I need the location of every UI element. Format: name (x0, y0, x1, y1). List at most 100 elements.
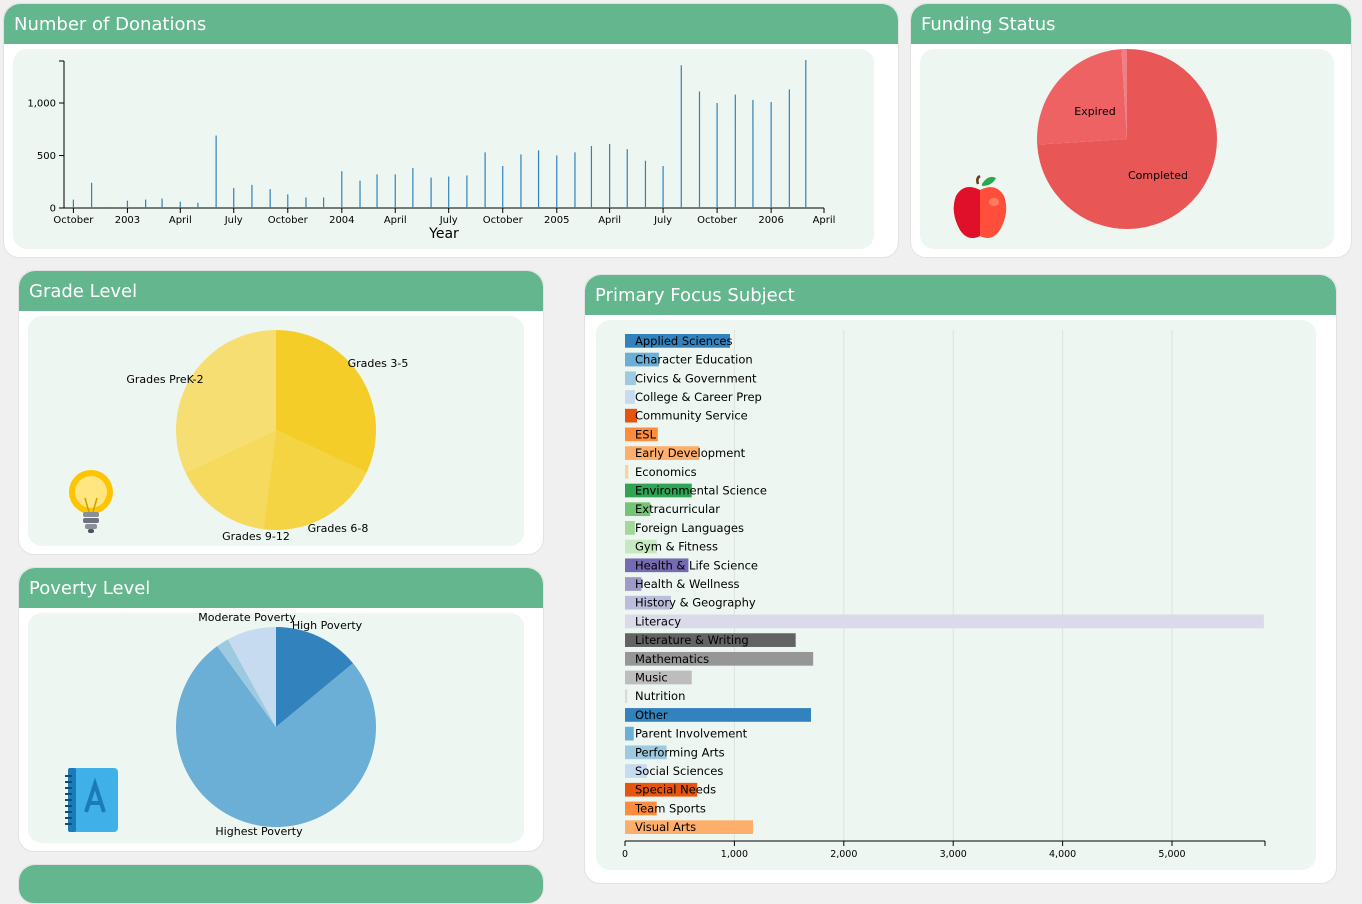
y-tick-label: 500 (37, 151, 56, 162)
x-tick-label: April (384, 215, 407, 226)
bottom-panel-partial (18, 864, 544, 904)
subject-bar-label: Other (635, 708, 668, 722)
subject-bar-label: History & Geography (635, 596, 756, 610)
x-tick-label: 2003 (115, 215, 140, 226)
subject-bar-label: Applied Sciences (635, 334, 732, 348)
subject-bar (625, 651, 814, 666)
x-tick-label: October (53, 215, 94, 226)
pie-label: Highest Poverty (215, 825, 303, 838)
subject-bar-label: Extracurricular (635, 502, 720, 516)
subject-bar-chart: 0 1,000 2,000 3,000 4,000 5,000 Applied Scienc… (622, 330, 1266, 860)
subject-bar (625, 408, 638, 423)
x-tick-label: 2004 (329, 215, 354, 226)
pie-label: Moderate Poverty (198, 613, 296, 624)
subject-bar-label: Parent Involvement (635, 727, 748, 741)
x-tick-label: 5,000 (1158, 849, 1185, 860)
subject-bar-label: ESL (635, 427, 657, 441)
pie-slice (176, 646, 376, 827)
subject-bar-label: Community Service (635, 409, 748, 423)
subject-chart-area: 0 1,000 2,000 3,000 4,000 5,000 Applied Scienc… (596, 320, 1316, 870)
subject-bar-label: Literacy (635, 614, 681, 628)
subject-bar-label: Team Sports (634, 801, 706, 815)
pie-slice (263, 430, 367, 530)
pie-slice (227, 627, 276, 727)
subject-bar (625, 521, 635, 535)
x-axis-label: Year (428, 226, 459, 242)
x-tick-label: April (813, 215, 836, 226)
subject-bar (625, 801, 657, 816)
x-tick-label: July (439, 215, 458, 226)
subject-bar (625, 782, 698, 797)
apple-icon (953, 174, 1007, 238)
x-tick-label: 4,000 (1049, 849, 1076, 860)
pie-label: Grades 6-8 (308, 522, 369, 535)
pie-slice (1037, 49, 1127, 145)
subject-bar-label: Environmental Science (635, 483, 767, 497)
x-tick-label: July (224, 215, 243, 226)
subject-bar-label: Foreign Languages (635, 521, 744, 535)
subject-bar (625, 764, 647, 778)
subject-bar-label: Economics (635, 465, 697, 479)
subject-bar (625, 708, 811, 722)
y-tick-label: 1,000 (27, 99, 56, 110)
bottom-panel-head (19, 865, 543, 903)
subject-bar (625, 614, 1264, 629)
x-tick-label: 2,000 (830, 849, 857, 860)
subject-bar-label: Health & Life Science (635, 558, 758, 572)
pie-label: Completed (1128, 169, 1188, 182)
x-tick-label: October (697, 215, 738, 226)
subject-bar-label: Performing Arts (635, 745, 725, 759)
poverty-pie-chart: High Poverty Highest Poverty Moderate Pove… (176, 613, 376, 838)
poverty-title: Poverty Level (19, 568, 543, 608)
subject-bar (625, 483, 692, 498)
x-tick-label: 1,000 (721, 849, 748, 860)
subject-bar (625, 820, 753, 834)
subject-bar-label: Early Development (635, 446, 746, 460)
subject-bar (625, 334, 731, 348)
subject-bar-label: Mathematics (635, 652, 709, 666)
subject-bar-label: Character Education (635, 353, 753, 367)
subject-bar (625, 464, 629, 479)
address-book-icon (65, 768, 118, 832)
subject-bar-label: Gym & Fitness (635, 540, 718, 554)
pie-slice (1037, 49, 1217, 229)
x-tick-label: October (483, 215, 524, 226)
x-tick-label: April (169, 215, 192, 226)
grade-title: Grade Level (19, 271, 543, 311)
subject-bar-label: Special Needs (635, 783, 716, 797)
pie-slice (176, 330, 276, 473)
subject-bar (625, 502, 651, 517)
grade-chart-area: Grades 3-5 Grades 6-8 Grades 9-12 Grades Pr… (28, 316, 524, 546)
donations-panel: Number of Donations 0 500 1,000 October 2003… (3, 3, 899, 258)
funding-pie-chart: Completed Expired (1037, 49, 1217, 229)
subject-title: Primary Focus Subject (585, 275, 1336, 315)
subject-bar-label: Literature & Writing (635, 633, 749, 647)
donations-chart-area: 0 500 1,000 October 2003 April July October 2004… (13, 49, 874, 249)
y-tick-label: 0 (50, 204, 56, 215)
funding-title: Funding Status (911, 4, 1351, 44)
x-tick-label: October (268, 215, 309, 226)
subject-bar-label: Health & Wellness (635, 577, 740, 591)
grade-pie-chart: Grades 3-5 Grades 6-8 Grades 9-12 Grades Pr… (126, 330, 409, 543)
subject-bar-label: Music (635, 671, 668, 685)
subject-bar (625, 689, 628, 704)
subject-bar (625, 633, 796, 647)
funding-chart-area: Completed Expired (920, 49, 1334, 249)
donations-chart: 0 500 1,000 October 2003 April July October 2004… (27, 59, 836, 242)
pie-slice (185, 430, 276, 530)
pie-slice (217, 639, 276, 727)
pie-label: High Poverty (292, 619, 363, 632)
donations-title: Number of Donations (4, 4, 898, 44)
pie-label: Expired (1074, 105, 1116, 118)
subject-bar (625, 745, 667, 760)
subject-bar (625, 595, 671, 610)
lightbulb-icon (69, 470, 113, 533)
subject-bar (625, 577, 642, 591)
subject-bar (625, 390, 635, 404)
pie-slice (276, 627, 354, 727)
x-tick-label: July (653, 215, 672, 226)
subject-bar-label: College & Career Prep (635, 390, 762, 404)
poverty-panel: Poverty Level High Poverty Highest Povert… (18, 567, 544, 852)
pie-label: Grades 3-5 (348, 357, 409, 370)
subject-panel: Primary Focus Subject 0 1,000 2,000 3,000 4,… (584, 274, 1337, 884)
